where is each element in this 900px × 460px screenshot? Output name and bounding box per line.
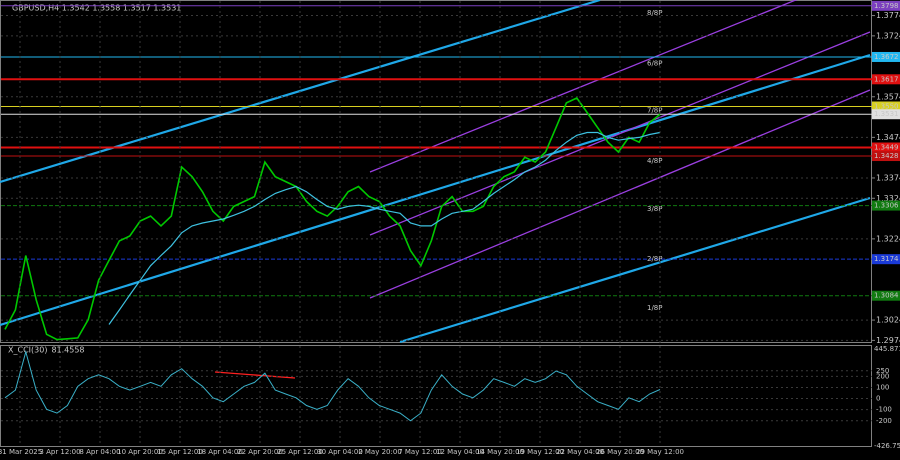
x-tick-label: 26 May 20:00: [596, 448, 644, 456]
y-tick-label: 1.3374: [876, 173, 900, 182]
cci-max-label: 445.8715: [874, 345, 900, 353]
x-tick-label: 29 May 12:00: [636, 448, 684, 456]
channel-line: [369, 31, 871, 236]
level-box: [872, 0, 900, 11]
level-box: [872, 200, 900, 211]
y-tick-label: 1.3324: [876, 194, 900, 203]
ma-line: [108, 131, 661, 325]
channel-line: [369, 89, 871, 299]
x-tick-label: 2 May 20:00: [358, 448, 402, 456]
level-label: 1.3428: [874, 152, 899, 160]
x-tick-label: 31 Mar 2025: [0, 448, 42, 456]
y-tick-label: 1.3774: [876, 11, 900, 20]
murrey-label: 8/8P: [647, 9, 663, 17]
cci-tick-label: 200: [876, 372, 889, 380]
level-box: [872, 151, 900, 162]
murrey-label: 7/8P: [647, 107, 663, 115]
cci-tick-label: 250: [876, 367, 889, 375]
cci-tick-label: -100: [876, 406, 892, 414]
x-tick-label: 19 May 12:00: [516, 448, 564, 456]
cci-tick-label: 100: [876, 383, 889, 391]
x-tick-label: 3 Apr 12:00: [39, 448, 80, 456]
y-tick-label: 1.3574: [876, 92, 900, 101]
cci-pane-frame: [0, 345, 872, 447]
divergence-line: [214, 371, 296, 379]
level-box: [872, 142, 900, 153]
cci-tick-label: -200: [876, 417, 892, 425]
level-label: 1.3531: [874, 110, 899, 118]
level-label: 1.3617: [874, 75, 899, 83]
murrey-label: 4/8P: [647, 157, 663, 165]
level-box: [872, 51, 900, 62]
murrey-label: 3/8P: [647, 205, 663, 213]
y-tick-label: 1.3024: [876, 316, 900, 325]
y-tick-label: 1.3724: [876, 31, 900, 40]
x-tick-label: 12 May 04:00: [436, 448, 484, 456]
trend-line: [0, 53, 871, 327]
level-label: 1.3449: [874, 144, 899, 152]
x-tick-label: 30 Apr 04:00: [317, 448, 363, 456]
price-line: [4, 96, 661, 341]
trend-line: [399, 196, 871, 344]
level-label: 1.3798: [874, 2, 899, 10]
level-label: 1.3084: [874, 292, 899, 300]
murrey-label: 2/8P: [647, 255, 663, 263]
level-box: [872, 109, 900, 120]
x-tick-label: 10 Apr 20:00: [117, 448, 163, 456]
level-label: 1.3672: [874, 53, 899, 61]
y-tick-label: 1.2974: [876, 336, 900, 345]
cci-line: [4, 349, 661, 422]
level-label: 1.3550: [874, 103, 899, 111]
y-tick-label: 1.3474: [876, 133, 900, 142]
murrey-label: 6/8P: [647, 59, 663, 67]
level-box: [872, 101, 900, 112]
x-tick-label: 14 May 20:00: [476, 448, 524, 456]
level-label: 1.3306: [874, 202, 899, 210]
cci-tick-label: 0: [876, 395, 880, 403]
cci-value: 81.4558: [51, 346, 84, 355]
main-pane-frame: [0, 0, 872, 343]
level-box: [872, 290, 900, 301]
x-tick-label: 25 Apr 12:00: [277, 448, 323, 456]
x-tick-label: 8 Apr 04:00: [79, 448, 120, 456]
x-tick-label: 15 Apr 12:00: [157, 448, 203, 456]
cci-name: X_CCI(30): [8, 346, 47, 355]
x-tick-label: 18 Apr 04:00: [197, 448, 243, 456]
x-tick-label: 7 May 12:00: [398, 448, 442, 456]
murrey-label: 1/8P: [647, 304, 663, 312]
level-box: [872, 74, 900, 85]
level-box: [872, 254, 900, 265]
chart-title: GBPUSD,H4 1.3542 1.3558 1.3517 1.3531: [12, 4, 181, 13]
y-tick-label: 1.3224: [876, 234, 900, 243]
level-label: 1.3174: [874, 255, 899, 263]
x-tick-label: 22 May 04:00: [556, 448, 604, 456]
cci-min-label: -426.7573: [874, 442, 900, 450]
x-tick-label: 22 Apr 20:00: [237, 448, 283, 456]
